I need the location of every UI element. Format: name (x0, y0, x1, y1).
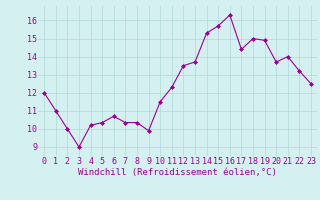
X-axis label: Windchill (Refroidissement éolien,°C): Windchill (Refroidissement éolien,°C) (78, 168, 277, 177)
